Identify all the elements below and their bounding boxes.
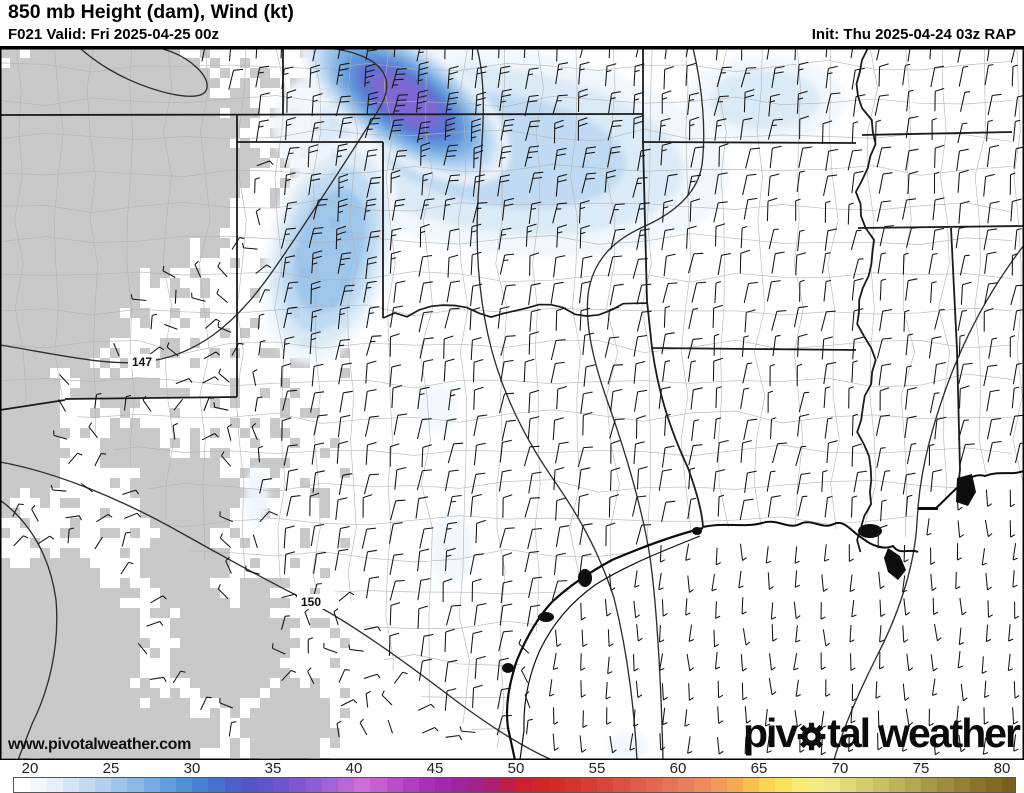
wind-barbs-layer bbox=[12, 48, 1024, 756]
header-bar: 850 mb Height (dam), Wind (kt) F021 Vali… bbox=[0, 0, 1024, 48]
colorbar-box bbox=[888, 778, 906, 792]
colorbar-box bbox=[1002, 778, 1015, 792]
colorbar-box bbox=[208, 778, 226, 792]
colorbar-tick-label: 70 bbox=[831, 760, 849, 777]
weather-map-svg: 147 150 bbox=[0, 48, 1024, 760]
gear-icon bbox=[797, 722, 826, 751]
colorbar-box bbox=[159, 778, 177, 792]
colorbar-box bbox=[743, 778, 761, 792]
county-lines-layer bbox=[0, 48, 1024, 749]
colorbar-box bbox=[386, 778, 404, 792]
colorbar-tick-label: 25 bbox=[102, 760, 120, 777]
colorbar-box bbox=[791, 778, 809, 792]
colorbar-box bbox=[694, 778, 712, 792]
map-title: 850 mb Height (dam), Wind (kt) bbox=[8, 1, 294, 23]
colorbar-box bbox=[305, 778, 323, 792]
colorbar-box bbox=[127, 778, 145, 792]
colorbar-box bbox=[953, 778, 971, 792]
colorbar-box bbox=[419, 778, 437, 792]
colorbar-box bbox=[62, 778, 80, 792]
colorbar-box bbox=[224, 778, 242, 792]
colorbar-box bbox=[969, 778, 987, 792]
colorbar-box bbox=[629, 778, 647, 792]
colorbar-box bbox=[921, 778, 939, 792]
colorbar-tick-label: 30 bbox=[183, 760, 201, 777]
colorbar-tick-label: 20 bbox=[21, 760, 39, 777]
colorbar-tick-label: 55 bbox=[588, 760, 606, 777]
colorbar-box bbox=[840, 778, 858, 792]
colorbar-box bbox=[451, 778, 469, 792]
logo-text-piv: piv bbox=[742, 710, 798, 756]
colorbar-box bbox=[273, 778, 291, 792]
contour-labels-layer: 147 150 bbox=[128, 354, 325, 609]
colorbar-box bbox=[807, 778, 825, 792]
colorbar-box bbox=[176, 778, 194, 792]
colorbar-box bbox=[937, 778, 955, 792]
colorbar-box bbox=[354, 778, 372, 792]
colorbar-box bbox=[14, 778, 32, 792]
wind-speed-colorbar: 20 25 30 35 40 45 50 55 60 65 70 75 80 bbox=[0, 760, 1024, 793]
colorbar-box bbox=[532, 778, 550, 792]
colorbar-box bbox=[483, 778, 501, 792]
colorbar-box bbox=[548, 778, 566, 792]
colorbar-tick-label: 45 bbox=[426, 760, 444, 777]
colorbar-box bbox=[597, 778, 615, 792]
pivotal-weather-logo: piv tal weather bbox=[742, 710, 1021, 757]
colorbar-box bbox=[257, 778, 275, 792]
colorbar-box bbox=[192, 778, 210, 792]
colorbar-box bbox=[613, 778, 631, 792]
valid-time: F021 Valid: Fri 2025-04-25 00z bbox=[8, 26, 219, 43]
colorbar-box bbox=[759, 778, 777, 792]
colorbar-box bbox=[95, 778, 113, 792]
colorbar-box bbox=[775, 778, 793, 792]
watermark-url: www.pivotalweather.com bbox=[8, 736, 192, 753]
colorbar-box bbox=[30, 778, 48, 792]
colorbar-tick-label: 35 bbox=[264, 760, 282, 777]
logo-text-weather: weather bbox=[878, 710, 1021, 756]
contour-label: 150 bbox=[301, 595, 321, 609]
colorbar-box bbox=[338, 778, 356, 792]
height-contours-layer bbox=[0, 48, 1024, 760]
colorbar-box bbox=[78, 778, 96, 792]
colorbar-box bbox=[111, 778, 129, 792]
colorbar-box bbox=[905, 778, 923, 792]
wind-shading-layer bbox=[244, 48, 846, 760]
colorbar-box bbox=[678, 778, 696, 792]
contour-label: 147 bbox=[132, 355, 152, 369]
colorbar-box bbox=[370, 778, 388, 792]
colorbar-box bbox=[564, 778, 582, 792]
logo-text-tal: tal bbox=[827, 710, 871, 756]
colorbar-box bbox=[856, 778, 874, 792]
colorbar-box bbox=[321, 778, 339, 792]
colorbar-tick-label: 75 bbox=[912, 760, 930, 777]
colorbar-box bbox=[872, 778, 890, 792]
colorbar-box bbox=[726, 778, 744, 792]
colorbar-box bbox=[46, 778, 64, 792]
colorbar-box bbox=[516, 778, 534, 792]
colorbar-tick-label: 65 bbox=[750, 760, 768, 777]
colorbar-tick-label: 80 bbox=[993, 760, 1011, 777]
colorbar-tick-label: 50 bbox=[507, 760, 525, 777]
colorbar-box bbox=[289, 778, 307, 792]
coastline-layer bbox=[502, 470, 1024, 760]
colorbar-box bbox=[402, 778, 420, 792]
colorbar-box bbox=[581, 778, 599, 792]
colorbar-box bbox=[143, 778, 161, 792]
colorbar-box bbox=[824, 778, 842, 792]
colorbar-tick-label: 60 bbox=[669, 760, 687, 777]
colorbar-box bbox=[467, 778, 485, 792]
init-time: Init: Thu 2025-04-24 03z RAP bbox=[811, 26, 1016, 43]
colorbar-box bbox=[435, 778, 453, 792]
colorbar-box bbox=[645, 778, 663, 792]
colorbar-tick-label: 40 bbox=[345, 760, 363, 777]
colorbar-box bbox=[662, 778, 680, 792]
colorbar-box bbox=[710, 778, 728, 792]
colorbar-box bbox=[500, 778, 518, 792]
colorbar-box bbox=[240, 778, 258, 792]
colorbar-box bbox=[986, 778, 1004, 792]
map-border bbox=[0, 48, 1024, 760]
map-canvas[interactable]: 147 150 www.pivotalweather.com piv tal we… bbox=[0, 48, 1024, 760]
